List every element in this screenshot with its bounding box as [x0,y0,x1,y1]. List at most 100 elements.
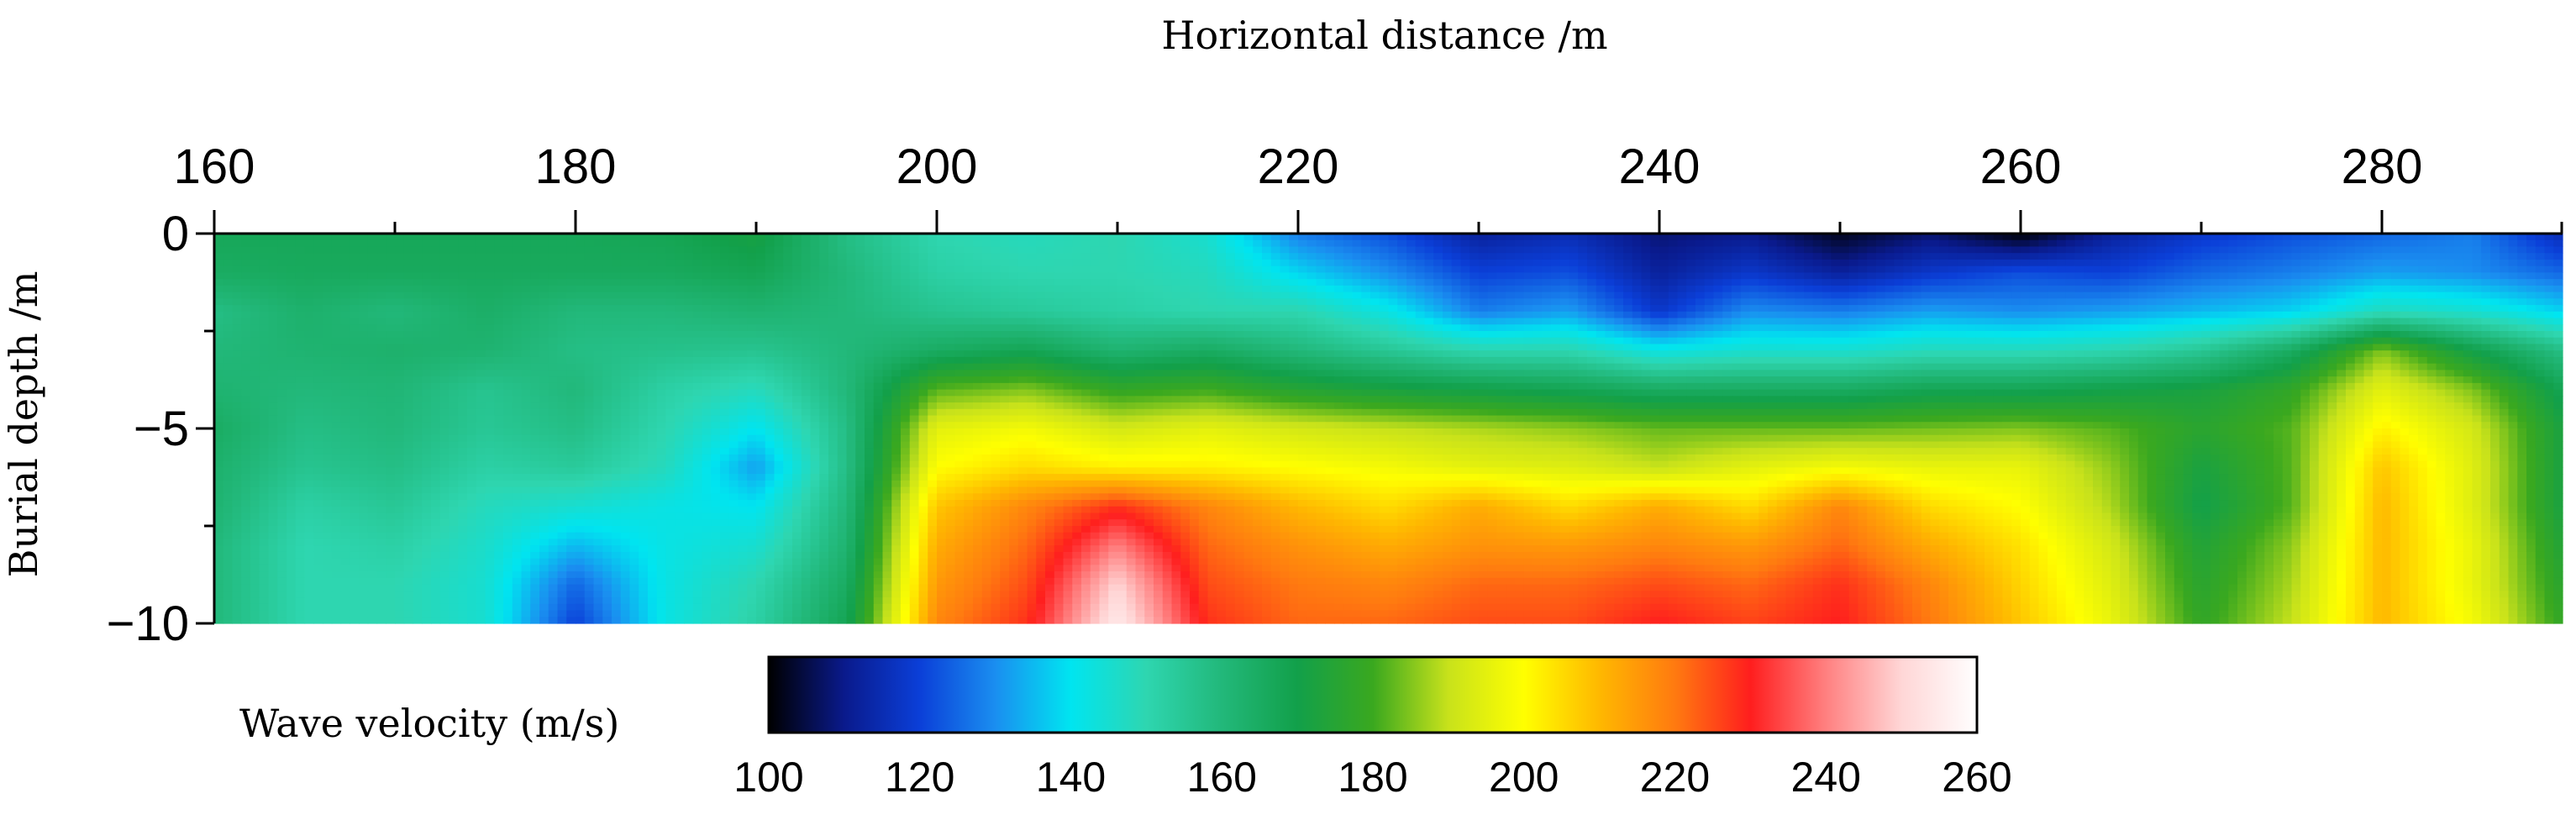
heatmap-cell [2111,272,2121,280]
heatmap-cell [1749,305,1759,313]
heatmap-cell [1135,344,1145,351]
heatmap-cell [1686,259,1696,267]
heatmap-cell [2318,311,2329,319]
heatmap-cell [250,265,260,273]
heatmap-cell [1515,253,1525,260]
heatmap-cell [756,253,766,260]
heatmap-cell [1831,246,1841,254]
heatmap-cell [2454,234,2464,241]
heatmap-cell [2445,311,2455,319]
heatmap-cell [241,239,251,248]
heatmap-cell [1768,253,1778,260]
heatmap-cell [2219,337,2229,345]
heatmap-cell [620,337,631,345]
heatmap-cell [1234,246,1245,254]
heatmap-cell [1072,305,1082,313]
heatmap-cell [2048,253,2058,260]
heatmap-cell [1243,331,1254,339]
heatmap-cell [1045,292,1055,299]
heatmap-cell [1985,350,1995,358]
heatmap-cell [1126,292,1137,299]
heatmap-cell [1451,298,1462,306]
heatmap-cell [548,350,559,358]
heatmap-cell [1451,259,1462,267]
heatmap-cell [2291,324,2301,332]
heatmap-cell [2274,292,2284,299]
heatmap-cell [1840,234,1850,241]
heatmap-cell [1848,285,1859,293]
heatmap-cell [259,279,270,286]
heatmap-cell [2084,239,2094,248]
heatmap-cell [232,350,242,358]
heatmap-cell [1253,305,1263,313]
heatmap-cell [1180,239,1191,248]
heatmap-cell [2120,318,2130,325]
heatmap-cell [1677,265,1687,273]
heatmap-cell [2418,305,2428,313]
heatmap-cell [593,344,603,351]
heatmap-cell [882,318,892,325]
heatmap-cell [1226,324,1236,332]
heatmap-cell [259,259,270,267]
heatmap-cell [1108,239,1118,248]
heatmap-cell [1722,272,1732,280]
heatmap-cell [2002,272,2012,280]
heatmap-cell [340,253,350,260]
heatmap-cell [2499,350,2510,358]
heatmap-cell [1397,350,1407,358]
heatmap-cell [873,259,884,267]
heatmap-cell [350,318,360,325]
heatmap-cell [1759,350,1769,358]
heatmap-cell [1126,246,1137,254]
heatmap-cell [1894,350,1904,358]
heatmap-cell [756,246,766,254]
heatmap-cell [566,272,576,280]
heatmap-cell [1749,259,1759,267]
heatmap-cell [2517,239,2527,248]
heatmap-cell [1424,285,1434,293]
heatmap-cell [2093,234,2103,241]
heatmap-cell [2174,292,2184,299]
heatmap-cell [1732,265,1742,273]
heatmap-cell [1036,305,1046,313]
heatmap-cell [1957,285,1968,293]
heatmap-cell [2481,239,2491,248]
heatmap-cell [1162,305,1173,313]
heatmap-cell [576,344,586,351]
heatmap-cell [1406,279,1417,286]
heatmap-cell [2426,265,2437,273]
heatmap-cell [2255,246,2265,254]
heatmap-cell [1948,344,1958,351]
heatmap-cell [1650,285,1660,293]
heatmap-cell [2011,344,2021,351]
heatmap-cell [1885,259,1895,267]
heatmap-cell [539,239,549,248]
heatmap-cell [2120,246,2130,254]
heatmap-cell [1523,305,1534,313]
heatmap-cell [350,356,360,365]
heatmap-cell [403,234,414,241]
heatmap-cell [928,285,938,293]
heatmap-cell [2327,234,2337,241]
heatmap-cell [1451,285,1462,293]
heatmap-cell [1352,253,1362,260]
heatmap-cell [1939,253,1949,260]
heatmap-cell [512,298,523,306]
heatmap-cell [323,350,333,358]
heatmap-cell [2029,292,2040,299]
heatmap-cell [1677,253,1687,260]
heatmap-cell [1306,344,1317,351]
heatmap-cell [756,350,766,358]
heatmap-cell [1957,234,1968,241]
heatmap-cell [2282,234,2293,241]
heatmap-cell [2382,324,2392,332]
heatmap-cell [2101,298,2112,306]
heatmap-cell [2101,272,2112,280]
heatmap-cell [512,265,523,273]
heatmap-cell [1677,285,1687,293]
heatmap-cell [1668,337,1679,345]
heatmap-cell [2481,350,2491,358]
heatmap-cell [584,298,595,306]
heatmap-cell [1325,253,1335,260]
